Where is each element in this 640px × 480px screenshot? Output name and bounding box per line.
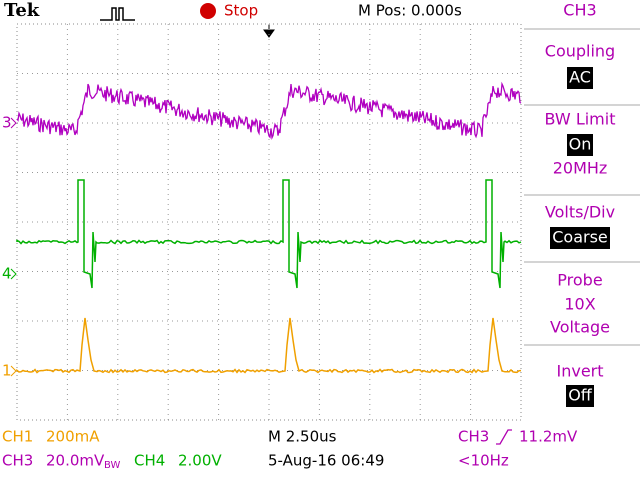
probe-value: 10X xyxy=(564,295,595,314)
invert-value[interactable]: Off xyxy=(568,386,593,405)
run-state: Stop xyxy=(224,2,258,20)
ch4-marker: 4 xyxy=(2,265,12,283)
coupling-value[interactable]: AC xyxy=(569,68,591,87)
trigger-level: 11.2mV xyxy=(519,428,578,446)
frequency: <10Hz xyxy=(458,452,509,470)
probe-detail: Voltage xyxy=(550,318,610,337)
bw-label[interactable]: BW Limit xyxy=(545,110,616,129)
trigger-source: CH3 xyxy=(458,428,489,446)
ch3-scale: 20.0mV xyxy=(46,452,105,470)
datetime: 5-Aug-16 06:49 xyxy=(268,452,384,470)
trigger-slope xyxy=(496,429,512,445)
ch3-name: CH3 xyxy=(2,452,33,470)
highlight xyxy=(550,227,610,249)
highlight xyxy=(567,67,593,89)
ch1-marker: 1 xyxy=(2,362,12,380)
ch3-trace xyxy=(16,81,522,140)
brand: Tek xyxy=(4,0,40,21)
status-bar: CH1 200mA CH3 20.0mV BW CH4 2.00V M 2.50… xyxy=(2,428,578,472)
ch1-arrow xyxy=(10,365,17,377)
ch1-scale: 200mA xyxy=(46,428,100,446)
invert-label[interactable]: Invert xyxy=(556,362,603,381)
ch1-trace xyxy=(16,317,522,374)
coupling-label[interactable]: Coupling xyxy=(545,42,615,61)
highlight xyxy=(567,134,593,156)
graticule-border xyxy=(16,23,522,421)
position: M Pos: 0.000s xyxy=(358,2,462,20)
highlight xyxy=(566,385,594,407)
ch4-arrow xyxy=(10,268,17,280)
side-menu: CH3 Coupling AC BW Limit On 20MHz Volts/… xyxy=(524,1,640,407)
stop-icon xyxy=(200,3,216,19)
ch4-scale: 2.00V xyxy=(178,452,222,470)
bw-value[interactable]: On xyxy=(569,135,592,154)
volts-label[interactable]: Volts/Div xyxy=(545,203,615,222)
menu-title: CH3 xyxy=(563,1,596,20)
bw-detail: 20MHz xyxy=(553,159,608,178)
probe-label[interactable]: Probe xyxy=(557,271,602,290)
ch4-trace xyxy=(16,179,522,289)
acq-icon xyxy=(100,7,135,21)
ch1-name: CH1 xyxy=(2,428,33,446)
ch3-bw: BW xyxy=(104,460,121,471)
ch4-name: CH4 xyxy=(134,452,165,470)
ch3-marker: 3 xyxy=(2,114,12,132)
volts-value[interactable]: Coarse xyxy=(552,228,608,247)
ch3-arrow xyxy=(10,117,17,129)
timebase: M 2.50us xyxy=(268,428,337,446)
